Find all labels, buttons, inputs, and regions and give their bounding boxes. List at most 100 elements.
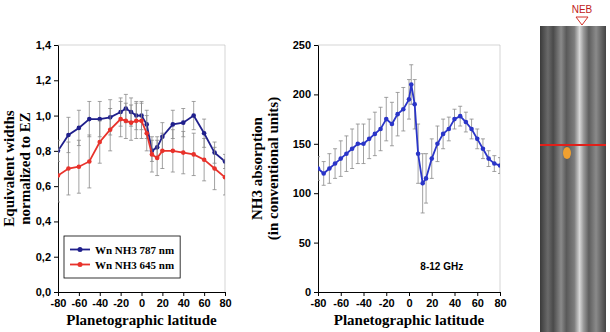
x-tick-label: 0: [139, 297, 145, 309]
y-tick-label: 1,4: [36, 39, 52, 51]
error-bar: [134, 103, 138, 138]
x-axis: -80-60-40-20020406080: [311, 292, 507, 309]
x-tick-mark: [100, 292, 101, 296]
error-bar: [453, 109, 457, 129]
marker: [373, 132, 378, 137]
marker: [344, 151, 349, 156]
x-tick-mark: [204, 292, 205, 296]
x-tick: 60: [199, 292, 211, 309]
y-axis: 0,00,20,40,60,81,01,21,4: [36, 39, 59, 298]
x-tick-mark: [341, 292, 342, 296]
marker: [212, 166, 217, 171]
y-tick-mark: [314, 243, 318, 244]
error-bar: [441, 119, 445, 149]
plot-area: [58, 94, 225, 202]
error-bar: [367, 119, 371, 159]
error-bar: [373, 112, 377, 155]
marker: [390, 122, 395, 127]
x-axis-title: Planetographic latitude: [66, 312, 217, 328]
error-bar: [77, 140, 81, 193]
y-tick: 100: [293, 187, 318, 199]
legend: Wn NH3 787 nmWn NH3 645 nm: [64, 236, 180, 278]
error-bar: [202, 139, 206, 181]
x-tick-mark: [183, 292, 184, 296]
error-bar: [140, 103, 144, 138]
series: [318, 65, 500, 213]
error-bar: [171, 130, 175, 172]
marker: [327, 166, 332, 171]
error-bar: [119, 101, 123, 136]
x-tick-label: -80: [311, 297, 327, 309]
y-tick-label: 1,0: [36, 110, 51, 122]
y-tick-mark: [54, 221, 58, 222]
x-tick-label: -60: [333, 297, 349, 309]
marker: [338, 156, 343, 161]
error-bar: [327, 154, 331, 184]
x-tick: 0: [406, 292, 412, 309]
marker: [150, 152, 155, 157]
error-bar: [192, 133, 196, 175]
x-tick: -20: [113, 292, 129, 309]
x-tick-mark: [318, 292, 319, 296]
y-tick-label: 100: [293, 187, 311, 199]
marker: [395, 112, 400, 117]
marker: [378, 127, 383, 132]
x-tick: -20: [379, 292, 395, 309]
y-tick-label: 200: [293, 88, 311, 100]
error-bar: [155, 140, 159, 175]
error-bar: [430, 139, 434, 179]
x-tick: -40: [92, 292, 108, 309]
marker: [429, 156, 434, 161]
y-tick: 0,8: [36, 145, 58, 157]
x-tick: 60: [472, 292, 484, 309]
marker: [409, 82, 414, 87]
marker: [171, 149, 176, 154]
y-tick-mark: [314, 45, 318, 46]
y-tick: 1,0: [36, 110, 58, 122]
error-bar: [396, 92, 400, 135]
x-tick-label: 80: [494, 297, 506, 309]
y-tick: 1,4: [36, 39, 58, 51]
x-tick: -60: [333, 292, 349, 309]
y-axis-line: [314, 46, 319, 293]
x-tick-mark: [432, 292, 433, 296]
marker: [87, 117, 92, 122]
error-bar: [87, 101, 91, 136]
marker: [407, 97, 412, 102]
y-axis-title: normalized to EZ: [17, 112, 33, 225]
marker: [481, 146, 486, 151]
chart: 050100150200250-80-60-40-20020406080Plan…: [249, 39, 507, 328]
x-tick: 20: [426, 292, 438, 309]
x-tick-mark: [364, 292, 365, 296]
y-tick: 0,6: [36, 180, 58, 192]
x-tick: 20: [157, 292, 169, 309]
series-line: [318, 85, 500, 184]
marker: [464, 120, 469, 125]
x-tick-label: 20: [157, 297, 169, 309]
marker: [223, 175, 225, 180]
marker: [134, 119, 139, 124]
x-tick-label: -40: [92, 297, 108, 309]
marker: [384, 117, 389, 122]
image-pointer: [576, 17, 588, 25]
marker: [191, 152, 196, 157]
y-tick-mark: [54, 151, 58, 152]
error-bar: [350, 129, 354, 169]
error-bar: [344, 136, 348, 172]
x-tick-mark: [386, 292, 387, 296]
error-bar: [447, 117, 451, 141]
y-tick-label: 0,0: [36, 286, 51, 298]
marker: [318, 166, 320, 171]
error-bar: [181, 131, 185, 173]
x-tick-label: 60: [472, 297, 484, 309]
y-tick-mark: [314, 144, 318, 145]
error-bar: [124, 103, 128, 138]
error-bar: [192, 101, 196, 129]
error-bar: [458, 106, 462, 126]
error-bar: [379, 107, 383, 150]
y-tick-label: 250: [293, 39, 311, 51]
error-bar: [464, 112, 468, 132]
x-tick-mark: [500, 292, 501, 296]
y-tick: 0,2: [36, 251, 58, 263]
marker: [452, 117, 457, 122]
